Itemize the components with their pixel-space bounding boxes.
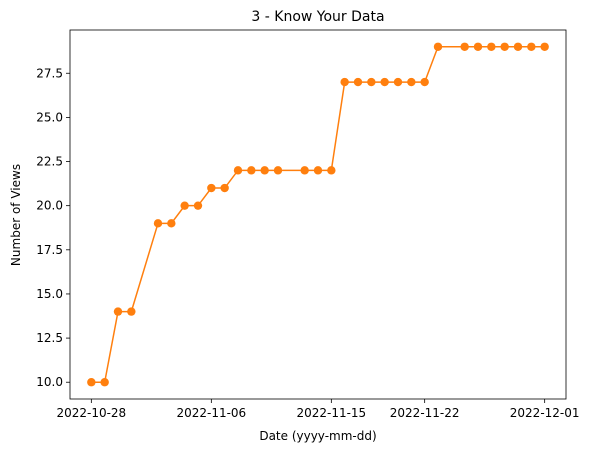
data-point	[247, 166, 256, 175]
data-point	[300, 166, 309, 175]
series-line	[91, 46, 545, 383]
x-axis-label: Date (yyyy-mm-dd)	[259, 429, 376, 443]
data-point	[407, 77, 416, 87]
chart-title: 3 - Know Your Data	[251, 9, 384, 25]
x-tick-label: 2022-11-22	[390, 406, 460, 420]
data-point	[273, 166, 283, 175]
y-tick-label: 10.0	[36, 375, 63, 389]
data-point	[153, 219, 163, 228]
data-point	[220, 183, 229, 193]
data-point	[540, 42, 549, 51]
y-axis-label: Number of Views	[9, 164, 23, 266]
data-point	[113, 307, 123, 316]
data-point	[87, 378, 96, 387]
data-point	[340, 77, 349, 87]
y-tick-label: 17.5	[36, 243, 63, 257]
data-point	[167, 219, 176, 228]
x-axis: 2022-10-28 2022-11-06 2022-11-15 2022-11-22…	[56, 399, 580, 420]
data-point	[420, 77, 429, 87]
data-point	[353, 77, 363, 87]
data-point	[327, 166, 336, 175]
y-tick-label: 15.0	[36, 287, 63, 301]
y-tick-label: 12.5	[36, 331, 63, 345]
x-tick-label: 2022-12-01	[510, 406, 580, 420]
data-point	[487, 42, 496, 51]
y-tick-label: 27.5	[36, 66, 63, 80]
data-point	[433, 42, 443, 51]
data-point	[180, 201, 189, 210]
data-point	[207, 183, 216, 193]
plot-frame	[69, 29, 567, 400]
data-point	[500, 42, 509, 51]
x-tick-label: 2022-11-15	[296, 406, 366, 420]
data-point	[513, 42, 523, 51]
data-point	[393, 77, 403, 87]
data-point	[367, 77, 376, 87]
y-tick-label: 20.0	[36, 199, 63, 213]
data-point	[193, 201, 203, 210]
y-axis: 10.0 12.5 15.0 17.5 20.0 22.5 25.0 27.5	[36, 66, 70, 389]
data-point	[313, 166, 323, 175]
data-point	[527, 42, 536, 51]
x-tick-label: 2022-11-06	[176, 406, 246, 420]
data-point	[233, 166, 243, 175]
x-tick-label: 2022-10-28	[56, 406, 126, 420]
data-point	[127, 307, 136, 316]
plot-area	[87, 42, 549, 387]
y-tick-label: 25.0	[36, 110, 63, 124]
data-point	[380, 77, 389, 87]
data-point	[473, 42, 483, 51]
data-point	[260, 166, 269, 175]
y-tick-label: 22.5	[36, 155, 63, 169]
data-point	[100, 378, 109, 387]
data-point	[460, 42, 469, 51]
